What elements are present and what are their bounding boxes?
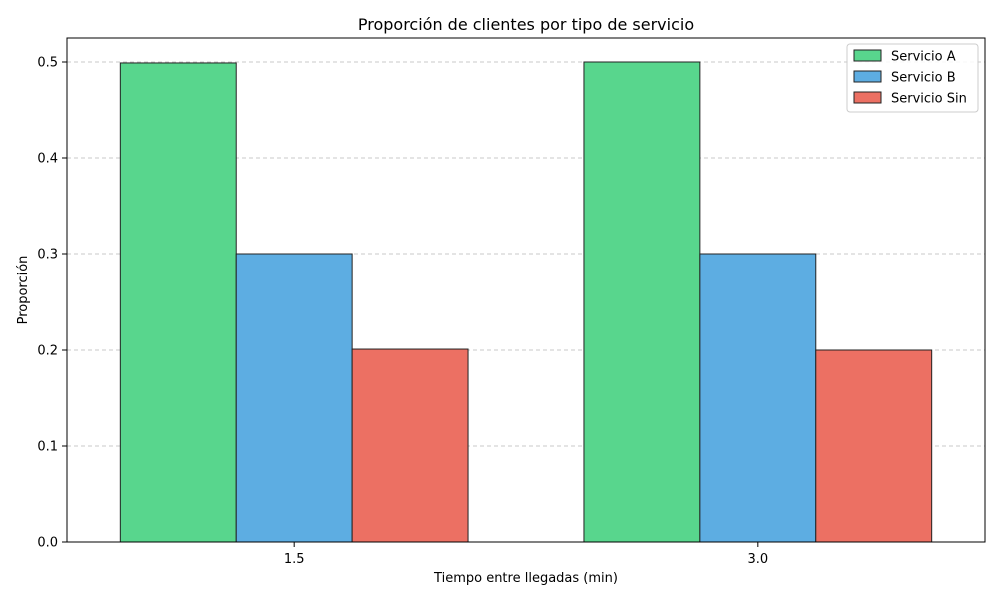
bar-servicio-b-3.0 [699,253,817,543]
bars [119,61,933,543]
y-tick-label: 0.1 [37,440,58,455]
x-axis-label: Tiempo entre llegadas (min) [433,571,618,586]
bar-servicio-sin-1.5 [351,348,469,543]
legend-swatch [853,91,882,104]
chart-title: Proporción de clientes por tipo de servi… [358,15,694,34]
legend-label: Servicio A [891,50,956,65]
legend-label: Servicio Sin [891,92,967,107]
x-axis-ticks: 1.5 3.0 [284,542,768,567]
y-tick-label: 0.5 [37,56,58,71]
legend-label: Servicio B [891,71,956,86]
y-axis-ticks: 0.0 0.1 0.2 0.3 0.4 0.5 [37,56,67,551]
y-tick-label: 0.0 [37,536,58,551]
bar-servicio-a-3.0 [583,61,701,543]
y-tick-label: 0.3 [37,248,58,263]
bar-servicio-sin-3.0 [815,349,933,543]
x-tick-label: 3.0 [747,552,768,567]
legend: Servicio A Servicio B Servicio Sin [846,43,979,113]
plot-frame [66,37,986,543]
bar-servicio-b-1.5 [235,253,353,543]
y-axis-label: Proporción [16,256,31,325]
legend-swatch [853,70,882,83]
bar-servicio-a-1.5 [119,62,237,543]
y-tick-label: 0.4 [37,152,58,167]
y-tick-label: 0.2 [37,344,58,359]
x-tick-label: 1.5 [284,552,305,567]
legend-swatch [853,49,882,62]
